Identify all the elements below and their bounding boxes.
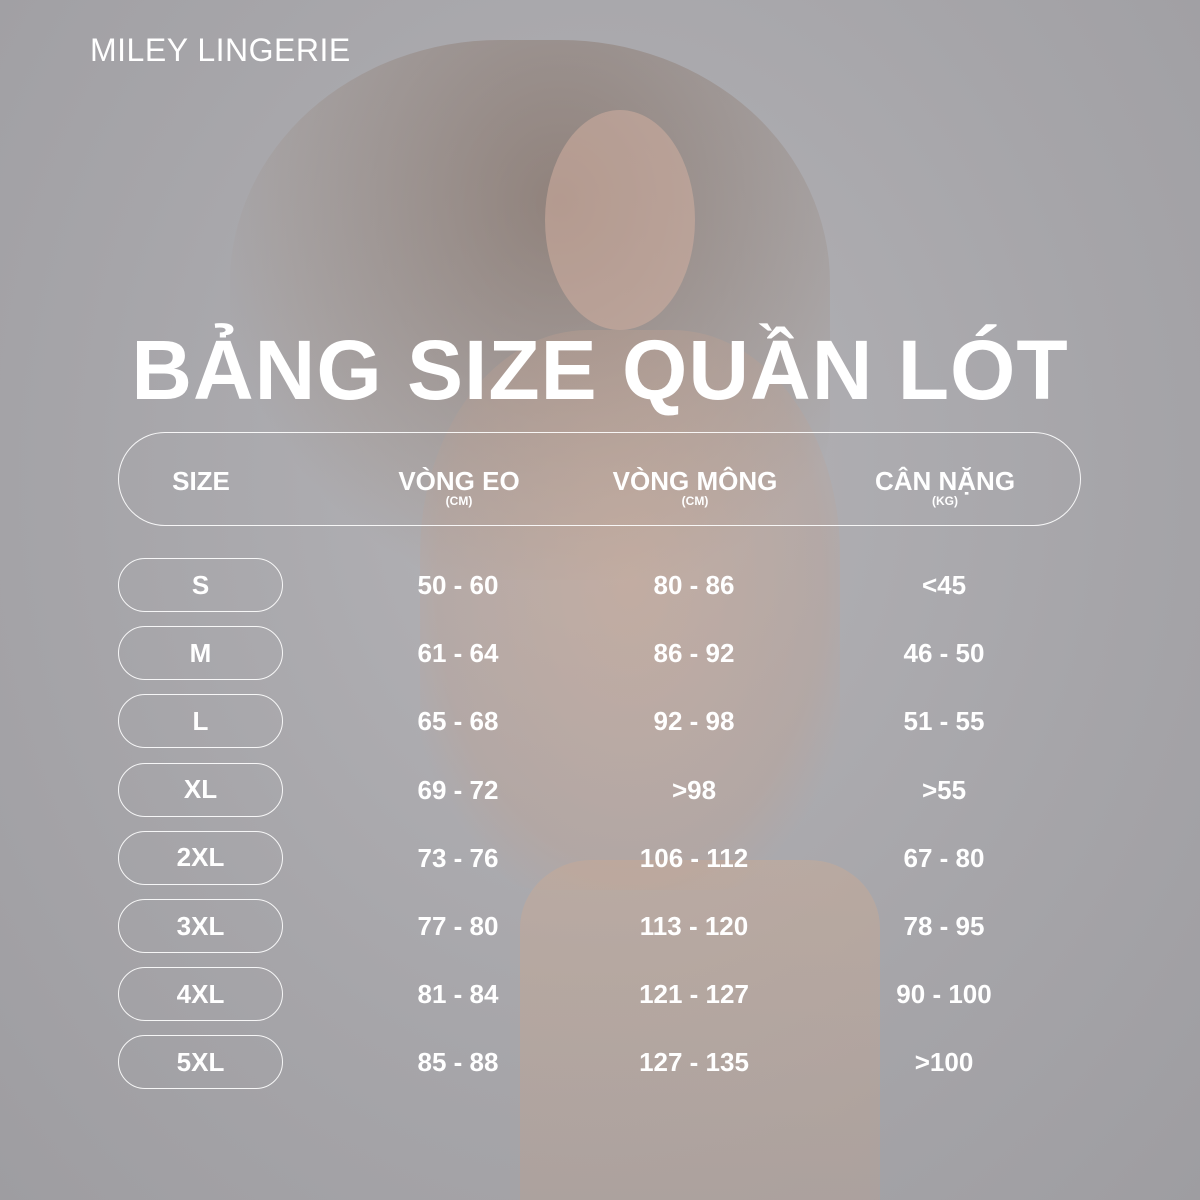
weight-value: >100 [914,1047,974,1078]
size-badge: 4XL [118,967,283,1022]
hip-value: 106 - 112 [639,842,749,873]
table-row: 4XL 81 - 84 121 - 127 90 - 100 [0,967,1200,1022]
size-badge: XL [118,762,283,817]
weight-value: 78 - 95 [903,911,985,941]
header-hip: VÒNG MÔNG (CM) [612,466,778,508]
hip-value: 86 - 92 [653,638,735,669]
waist-value: 69 - 72 [417,774,499,805]
header-waist: VÒNG EO (CM) [398,466,520,508]
size-badge: 2XL [118,830,283,885]
table-row: L 65 - 68 92 - 98 51 - 55 [0,694,1200,749]
header-size: SIZE [172,466,230,496]
hip-value: 113 - 120 [639,911,749,941]
waist-value: 81 - 84 [417,979,499,1010]
weight-value: <45 [921,570,967,600]
size-badge: S [118,558,283,612]
size-badge: 3XL [118,899,283,953]
waist-value: 85 - 88 [417,1047,499,1078]
size-badge: 5XL [118,1035,283,1090]
model-face-photo [545,110,695,330]
waist-value: 61 - 64 [417,638,499,669]
table-row: 5XL 85 - 88 127 - 135 >100 [0,1035,1200,1090]
table-row: XL 69 - 72 >98 >55 [0,762,1200,817]
weight-value: 67 - 80 [903,842,985,873]
hip-value: 80 - 86 [653,570,735,600]
table-row: 3XL 77 - 80 113 - 120 78 - 95 [0,899,1200,953]
table-row: S 50 - 60 80 - 86 <45 [0,558,1200,612]
weight-value: 90 - 100 [896,979,992,1010]
hip-value: 127 - 135 [639,1047,749,1078]
table-row: 2XL 73 - 76 106 - 112 67 - 80 [0,830,1200,885]
table-row: M 61 - 64 86 - 92 46 - 50 [0,626,1200,681]
hip-value: 92 - 98 [653,706,735,737]
hip-value: >98 [671,774,717,805]
hip-value: 121 - 127 [639,979,749,1010]
weight-value: 51 - 55 [903,706,985,737]
weight-value: >55 [921,774,967,805]
waist-value: 73 - 76 [417,842,499,873]
header-weight: CÂN NẶNG (KG) [874,466,1016,508]
brand-logo: MILEY LINGERIE [90,32,351,68]
waist-value: 65 - 68 [417,706,499,737]
size-badge: L [118,694,283,749]
table-header: SIZE VÒNG EO (CM) VÒNG MÔNG (CM) CÂN NẶNG(… [118,432,1081,526]
waist-value: 77 - 80 [417,911,499,941]
page-title: BẢNG SIZE QUẦN LÓT [131,323,1069,417]
weight-value: 46 - 50 [903,638,985,669]
size-badge: M [118,626,283,681]
waist-value: 50 - 60 [417,570,499,600]
